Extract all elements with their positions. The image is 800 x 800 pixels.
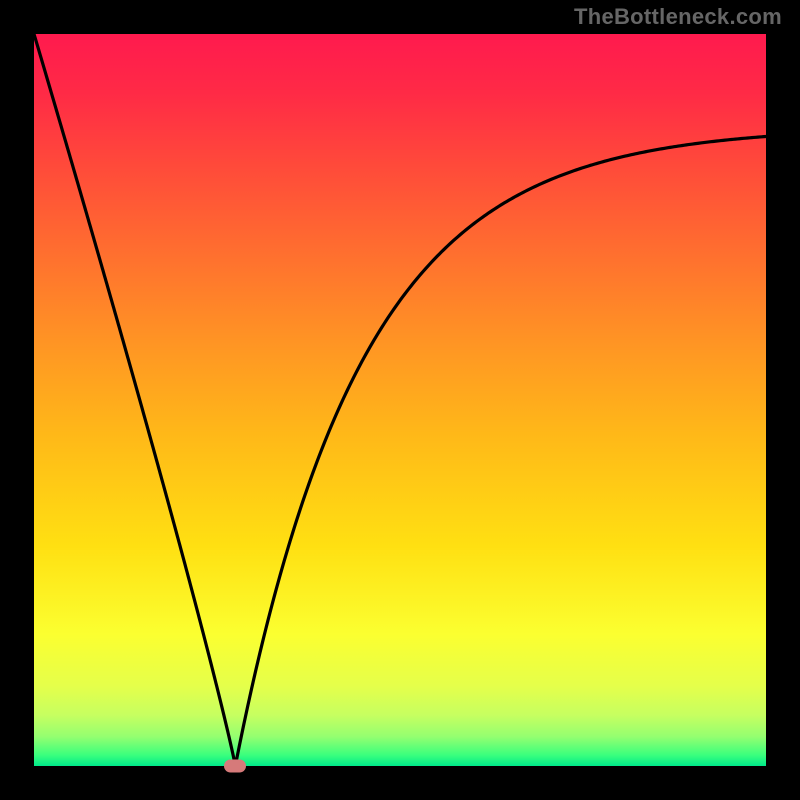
- watermark-text: TheBottleneck.com: [574, 4, 782, 30]
- plot-area: [34, 34, 766, 766]
- chart-background: [34, 34, 766, 766]
- bottleneck-chart: [34, 34, 766, 766]
- optimum-marker: [224, 760, 246, 773]
